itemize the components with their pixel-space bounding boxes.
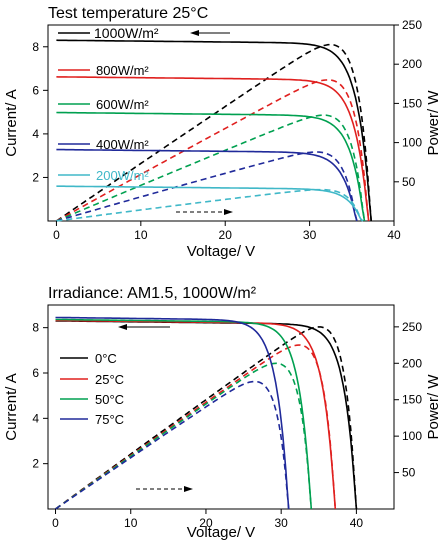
legend-label: 0°C xyxy=(95,351,117,366)
y-axis-label-right: Power/ W xyxy=(425,90,442,156)
series-power-line xyxy=(56,79,370,222)
x-tick-label: 40 xyxy=(350,516,364,530)
x-tick-label: 40 xyxy=(387,228,401,242)
y-axis-label-right: Power/ W xyxy=(425,374,442,440)
chart-temperature: Irradiance: AM1.5, 1000W/m² 0 10 20 30 40 2 4 6… xyxy=(3,285,442,541)
series-power-line xyxy=(56,114,366,222)
series-current-line xyxy=(56,148,358,222)
x-axis-label: Voltage/ V xyxy=(187,524,255,541)
chart-title: Test temperature 25°C xyxy=(48,5,208,22)
series-layer xyxy=(55,316,358,510)
y-right-tick-label: 50 xyxy=(402,175,416,189)
series-power-line xyxy=(55,380,290,510)
series-power-line xyxy=(55,362,313,510)
series-power-line xyxy=(55,344,337,510)
legend-label: 800W/m² xyxy=(96,63,149,78)
legend-label: 75°C xyxy=(95,412,124,427)
y-right-tick-label: 150 xyxy=(402,96,422,110)
series-current-line xyxy=(56,185,364,222)
ticks-layer: 0 10 20 30 40 2 4 6 8 50 100 150 200 250 xyxy=(32,18,422,242)
y-left-tick-label: 8 xyxy=(32,40,39,54)
current-axis-arrow xyxy=(118,324,170,330)
legend: 1000W/m² 800W/m² 600W/m² 400W/m² 200W/m² xyxy=(58,25,159,183)
y-right-tick-label: 50 xyxy=(402,466,416,480)
legend-label: 25°C xyxy=(95,372,124,387)
legend: 0°C 25°C 50°C 75°C xyxy=(60,351,124,427)
x-tick-label: 10 xyxy=(124,516,138,530)
power-axis-arrow xyxy=(176,209,233,215)
series-current-line xyxy=(55,318,313,510)
x-tick-label: 0 xyxy=(52,516,59,530)
legend-label: 1000W/m² xyxy=(94,25,159,41)
x-tick-label: 30 xyxy=(303,228,317,242)
chart-title: Irradiance: AM1.5, 1000W/m² xyxy=(48,285,257,302)
y-axis-label-left: Current/ A xyxy=(3,89,20,157)
series-power-line xyxy=(56,151,358,222)
legend-label: 50°C xyxy=(95,392,124,407)
chart-irradiance: Test temperature 25°C 0 10 20 30 40 2 4 6 8 50 100… xyxy=(3,5,442,260)
y-left-tick-label: 4 xyxy=(32,127,39,141)
ticks-layer: 0 10 20 30 40 2 4 6 8 50 100 150 200 250 xyxy=(32,320,422,530)
legend-label: 600W/m² xyxy=(96,97,149,112)
y-left-tick-label: 8 xyxy=(32,321,39,335)
x-tick-label: 20 xyxy=(199,516,213,530)
legend-label: 400W/m² xyxy=(96,137,149,152)
current-axis-arrow xyxy=(190,30,230,36)
y-left-tick-label: 6 xyxy=(32,83,39,97)
legend-label: 200W/m² xyxy=(96,168,149,183)
series-current-line xyxy=(56,111,366,222)
y-right-tick-label: 250 xyxy=(402,320,422,334)
y-left-tick-label: 2 xyxy=(32,457,39,471)
series-current-line xyxy=(55,319,337,510)
x-tick-label: 20 xyxy=(219,228,233,242)
y-right-tick-label: 250 xyxy=(402,18,422,32)
x-tick-label: 30 xyxy=(274,516,288,530)
plot-frame xyxy=(47,24,395,222)
series-power-line xyxy=(56,188,364,222)
x-tick-label: 10 xyxy=(134,228,148,242)
x-tick-label: 0 xyxy=(53,228,60,242)
y-right-tick-label: 100 xyxy=(402,429,422,443)
series-current-line xyxy=(56,39,372,222)
x-axis-label: Voltage/ V xyxy=(187,243,255,260)
y-right-tick-label: 200 xyxy=(402,356,422,370)
series-layer xyxy=(55,39,372,222)
y-left-tick-label: 6 xyxy=(32,366,39,380)
power-axis-arrow xyxy=(136,486,193,492)
y-right-tick-label: 150 xyxy=(402,393,422,407)
series-current-line xyxy=(55,316,290,510)
y-axis-label-left: Current/ A xyxy=(3,373,20,441)
plot-frame xyxy=(47,304,395,510)
y-left-tick-label: 2 xyxy=(32,170,39,184)
y-right-tick-label: 200 xyxy=(402,57,422,71)
y-right-tick-label: 100 xyxy=(402,136,422,150)
y-left-tick-label: 4 xyxy=(32,411,39,425)
